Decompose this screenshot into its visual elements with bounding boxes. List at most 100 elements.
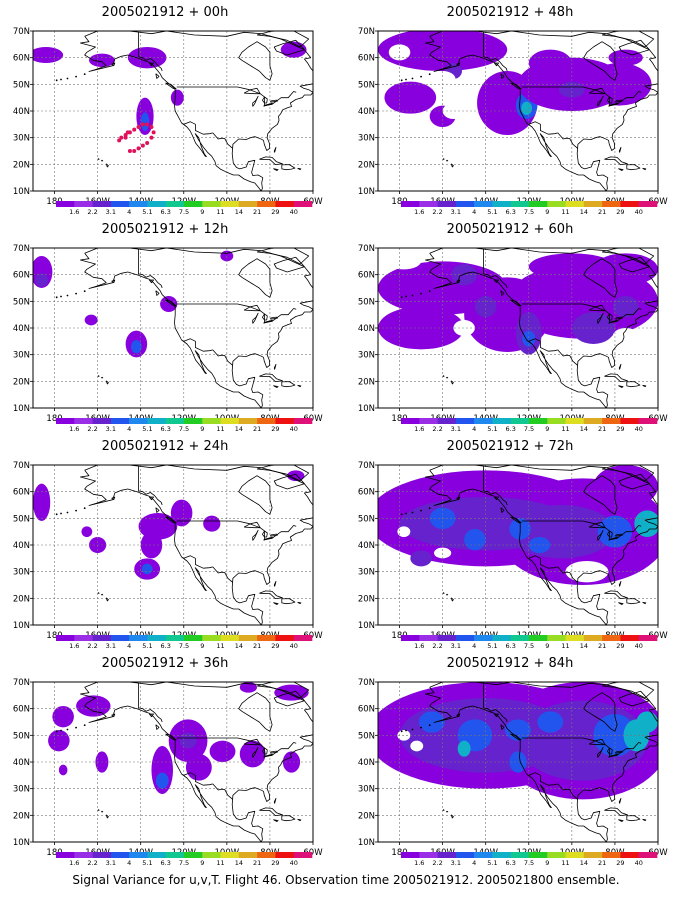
lat-label: 40N (358, 758, 375, 768)
coastline (111, 279, 116, 284)
coastline (618, 256, 650, 273)
colorbar-swatch (165, 418, 185, 424)
coastline (165, 733, 177, 741)
colorbar-label: 29 (271, 208, 279, 216)
variance-contour (89, 53, 115, 67)
colorbar-label: 1.6 (414, 425, 424, 433)
coastline (648, 57, 658, 72)
coastline (450, 380, 454, 385)
figure-caption: Signal Variance for u,v,T. Flight 46. Ob… (72, 873, 620, 887)
colorbar-label: 6.3 (161, 208, 171, 216)
colorbar-swatch (184, 635, 203, 641)
colorbar-swatch (638, 201, 658, 207)
island (411, 77, 414, 80)
coastline (270, 750, 278, 754)
low-variance-gap (612, 328, 639, 344)
colorbar-swatch (455, 635, 475, 641)
coastline (557, 783, 579, 800)
coastline (576, 300, 658, 408)
colorbar-label: 1.6 (414, 208, 424, 216)
observation-point (119, 135, 124, 140)
island (55, 730, 58, 733)
variance-contour (179, 732, 197, 749)
colorbar-swatch (275, 635, 295, 641)
island (55, 513, 58, 516)
lat-label: 70N (13, 461, 30, 471)
coastline (183, 121, 213, 135)
graticule (378, 248, 658, 408)
coastline (442, 158, 445, 160)
coastline (101, 159, 104, 162)
variance-field (33, 470, 305, 580)
variance-contour (571, 312, 615, 344)
panel-title: 2005021912 + 84h (446, 656, 574, 671)
lat-label: 30N (358, 568, 375, 578)
coastline (165, 516, 177, 524)
colorbar-swatch (492, 852, 512, 858)
coastline (425, 36, 607, 191)
coastline (97, 375, 100, 377)
lat-label: 40N (13, 541, 30, 551)
panel-84h: 2005021912 + 84h 70N 60N 50N 40N 30N 20N 10N 18… (345, 656, 675, 870)
island (405, 78, 407, 81)
lat-label: 50N (358, 80, 375, 90)
lat-label: 60N (13, 54, 30, 64)
coastline (583, 692, 618, 732)
colorbar-label: 21 (253, 859, 261, 867)
coastline (297, 167, 302, 171)
island (66, 511, 69, 514)
coastline (259, 373, 283, 383)
colorbar-swatch (165, 852, 185, 858)
colorbar-swatch (220, 852, 240, 858)
lat-label: 10N (13, 838, 30, 848)
coastline (111, 496, 116, 501)
lon-label: 60W (303, 414, 323, 424)
coastline (273, 146, 277, 153)
colorbar-label: 7.5 (524, 208, 534, 216)
lat-label: 10N (13, 404, 30, 414)
colorbar-swatch (110, 201, 130, 207)
panel-title: 2005021912 + 48h (446, 5, 574, 20)
coastline (263, 753, 273, 758)
island (400, 79, 403, 82)
colorbar-swatch (565, 635, 585, 641)
coastline (626, 598, 641, 605)
colorbar-swatch (529, 635, 548, 641)
colorbar-swatch (165, 201, 185, 207)
coastline (297, 601, 302, 605)
coastline (80, 253, 262, 408)
coastline (597, 746, 604, 758)
colorbar-label: 21 (253, 208, 261, 216)
coastline (615, 533, 623, 537)
low-variance-gap (539, 338, 583, 371)
colorbar-label: 3.1 (451, 425, 461, 433)
coastline (588, 87, 606, 95)
observation-point (123, 135, 128, 140)
colorbar-swatch (510, 852, 530, 858)
coastline (618, 797, 622, 804)
lat-label: 60N (13, 705, 30, 715)
coastline (615, 99, 623, 103)
coastline (231, 734, 313, 842)
coastlines (55, 682, 313, 842)
coastline (261, 530, 268, 538)
variance-contour (127, 47, 167, 69)
coastline (273, 39, 305, 56)
colorbar-label: 6.3 (506, 859, 516, 867)
panel-24h: 2005021912 + 24h 70N 60N 50N 40N 30N 20N 10N 18… (0, 439, 330, 653)
colorbar-swatch (529, 852, 548, 858)
coastline (297, 818, 302, 822)
colorbar-swatch (129, 635, 148, 641)
colorbar-label: 29 (616, 642, 624, 650)
coastline (618, 39, 650, 56)
map: 70N60N50N40N30N20N10N180160W140W120W100W… (358, 678, 668, 867)
colorbar-swatch (92, 852, 112, 858)
colorbar-label: 4 (127, 859, 131, 867)
variance-contour (597, 515, 633, 548)
coastline (273, 580, 277, 587)
colorbar-label: 21 (598, 425, 606, 433)
lon-label: 60W (303, 631, 323, 641)
coastline (101, 376, 104, 379)
graticule (33, 465, 313, 625)
colorbar-swatch (474, 201, 493, 207)
